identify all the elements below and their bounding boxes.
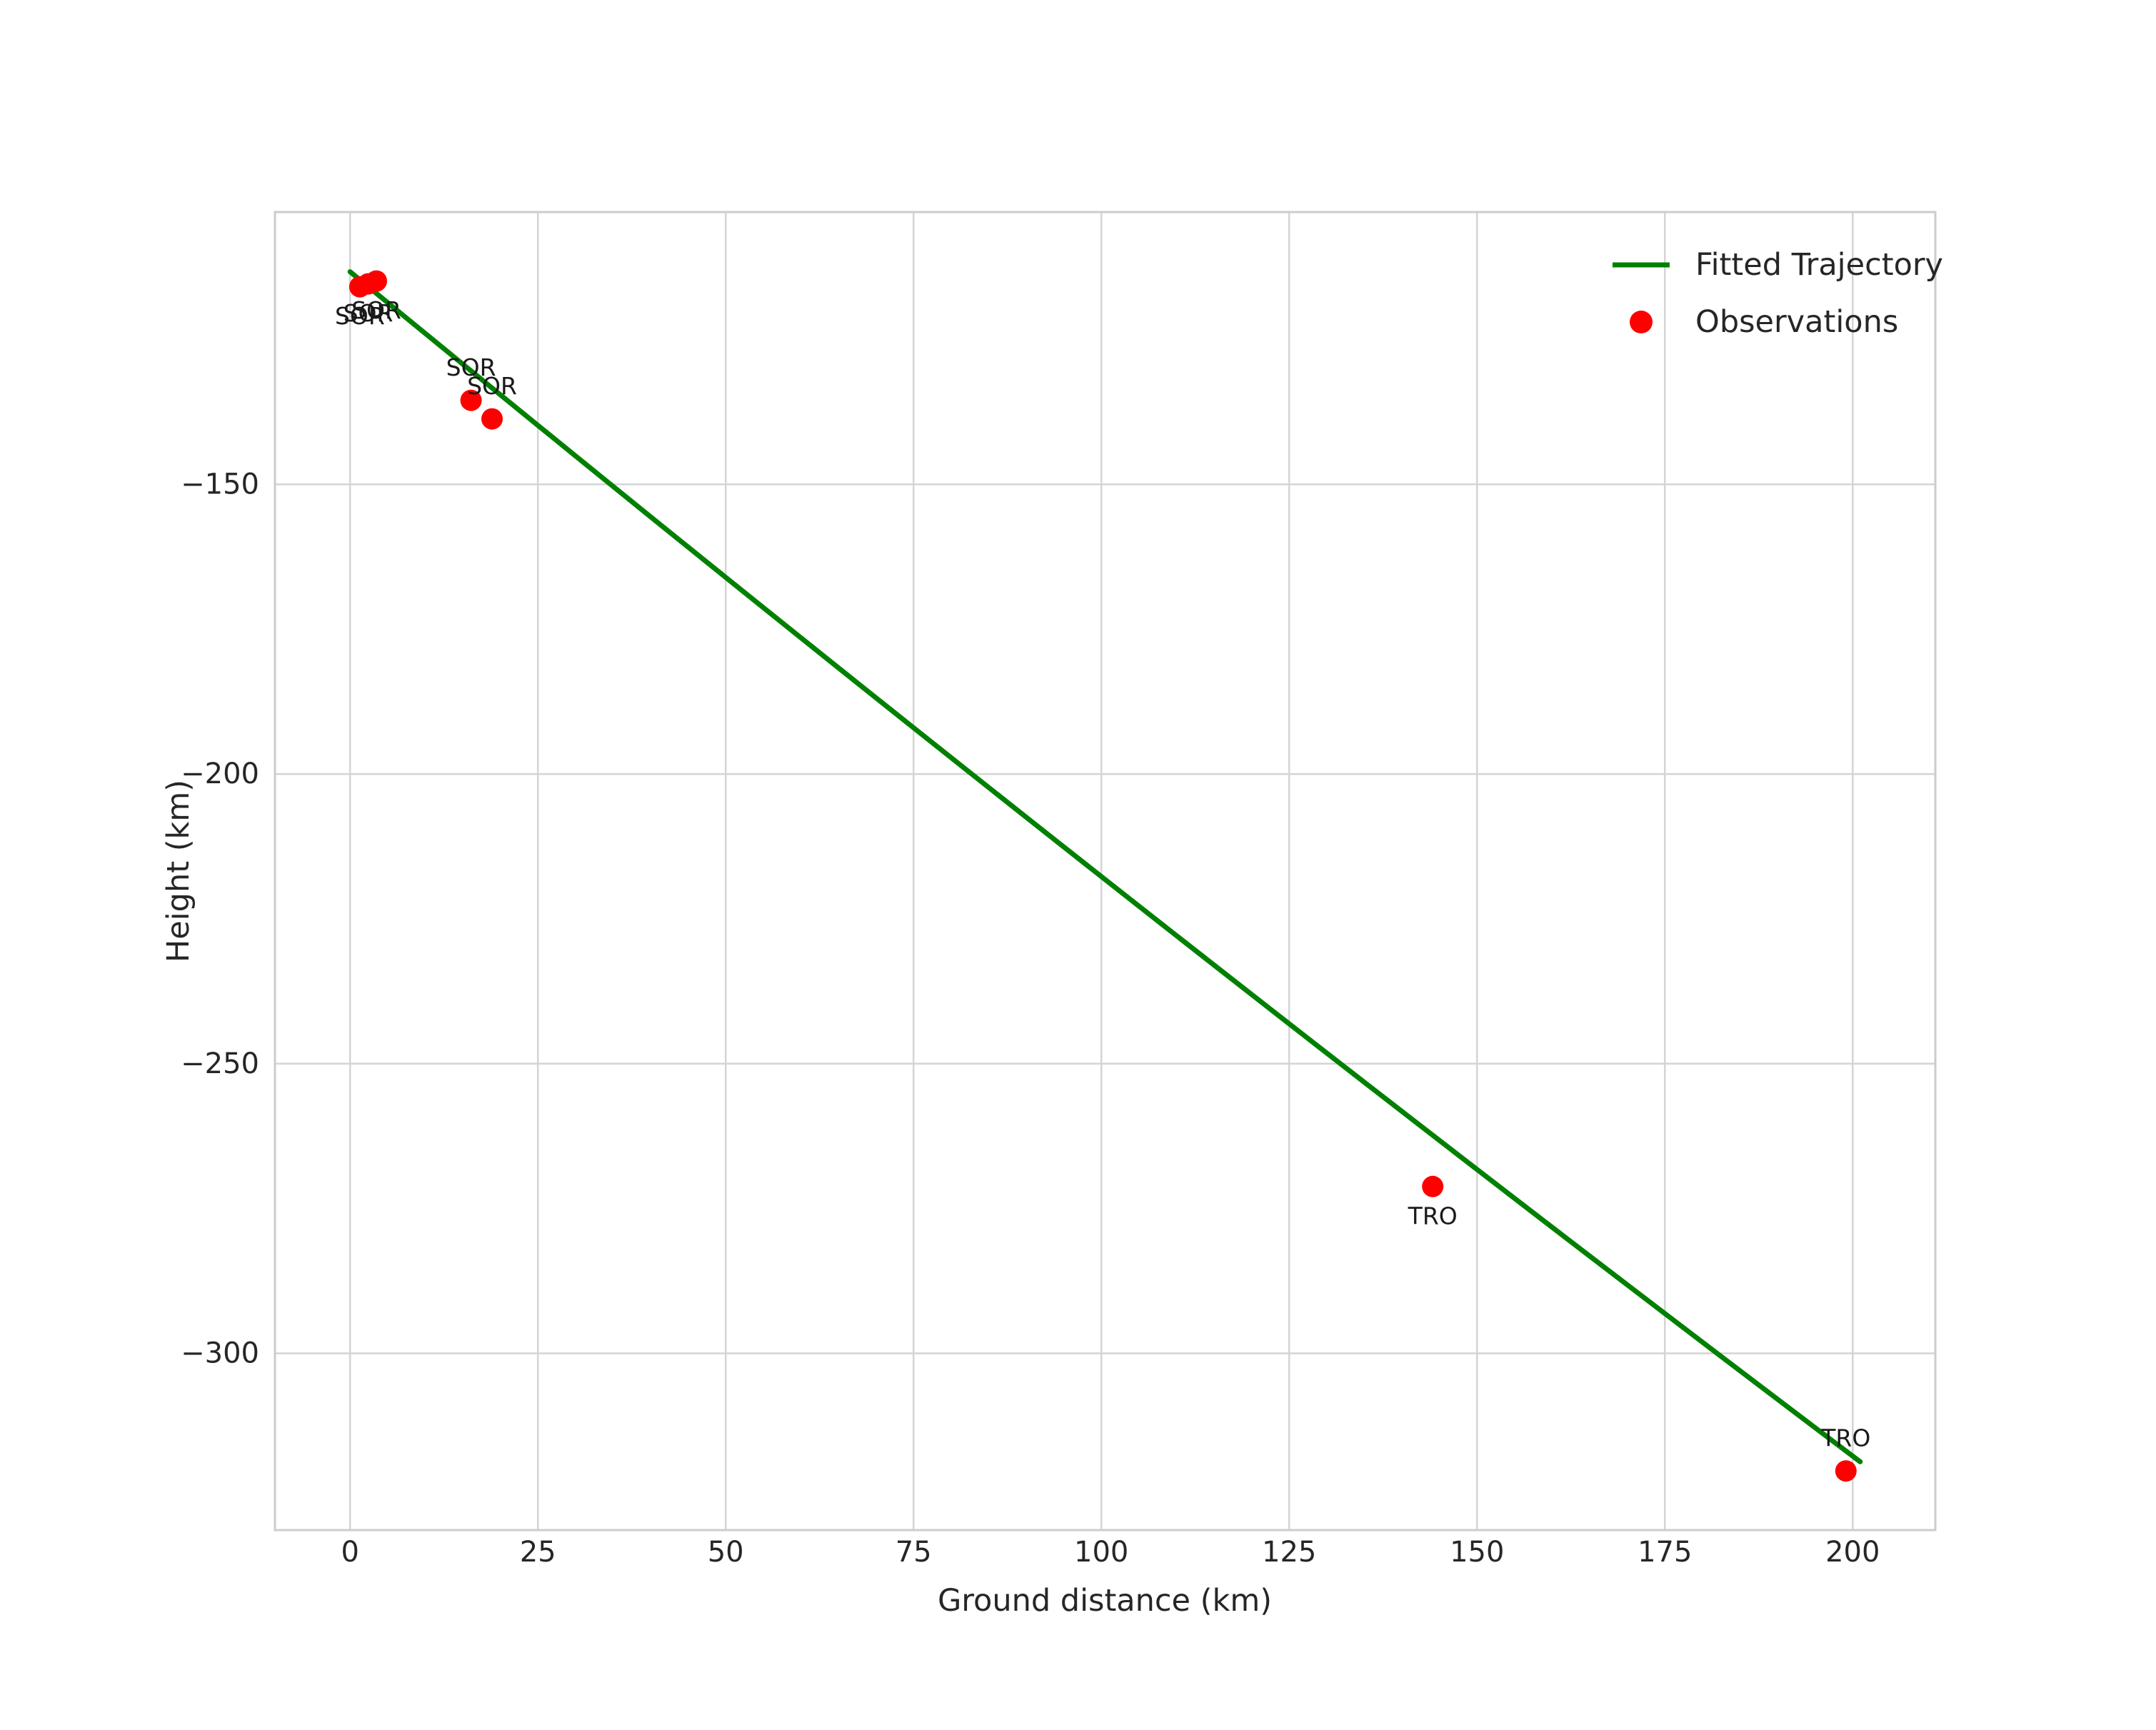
x-tick-label: 175 xyxy=(1638,1536,1692,1569)
observation-station-label: SOR xyxy=(351,296,401,324)
y-tick-label: −200 xyxy=(181,758,259,790)
legend-item-label-fitted-trajectory: Fitted Trajectory xyxy=(1695,247,1943,283)
x-tick-label: 150 xyxy=(1450,1536,1504,1569)
x-tick-label: 100 xyxy=(1074,1536,1128,1569)
observation-station-label: SOR xyxy=(467,372,517,400)
observation-point xyxy=(460,389,482,411)
observations-group xyxy=(349,270,1857,1482)
observation-point xyxy=(481,408,503,430)
legend: Fitted Trajectory Observations xyxy=(1613,247,1943,340)
y-tick-label: −150 xyxy=(181,468,259,501)
observation-station-label: TRO xyxy=(1820,1424,1870,1452)
observation-station-label: TRO xyxy=(1408,1202,1458,1229)
fitted-trajectory-line xyxy=(347,269,1863,1464)
y-tick-label: −250 xyxy=(181,1047,259,1080)
gridlines xyxy=(275,212,1935,1530)
x-tick-label: 50 xyxy=(708,1536,744,1569)
y-tick-label: −300 xyxy=(181,1337,259,1370)
x-tick-label: 75 xyxy=(896,1536,932,1569)
observation-point xyxy=(366,270,387,292)
plot-frame xyxy=(274,211,1937,1532)
observation-station-label: SOR xyxy=(335,302,385,330)
y-axis-tick-labels: −150 −200 −250 −300 xyxy=(181,468,259,1369)
x-axis-tick-labels: 0 25 50 75 100 125 150 175 200 xyxy=(341,1536,1880,1569)
fitted-trajectory-group xyxy=(347,269,1863,1464)
x-tick-label: 125 xyxy=(1262,1536,1316,1569)
observation-station-label: SOR xyxy=(446,353,496,381)
observation-point xyxy=(1835,1460,1857,1482)
observation-station-label: SOR xyxy=(344,299,393,327)
x-tick-label: 25 xyxy=(520,1536,556,1569)
x-axis-label: Ground distance (km) xyxy=(938,1583,1272,1619)
x-tick-label: 0 xyxy=(341,1536,359,1569)
x-tick-label: 200 xyxy=(1825,1536,1880,1569)
legend-item-label-observations: Observations xyxy=(1695,304,1898,340)
legend-dot-swatch xyxy=(1630,311,1653,333)
observation-point xyxy=(1422,1175,1444,1197)
y-axis-label: Height (km) xyxy=(161,780,196,962)
